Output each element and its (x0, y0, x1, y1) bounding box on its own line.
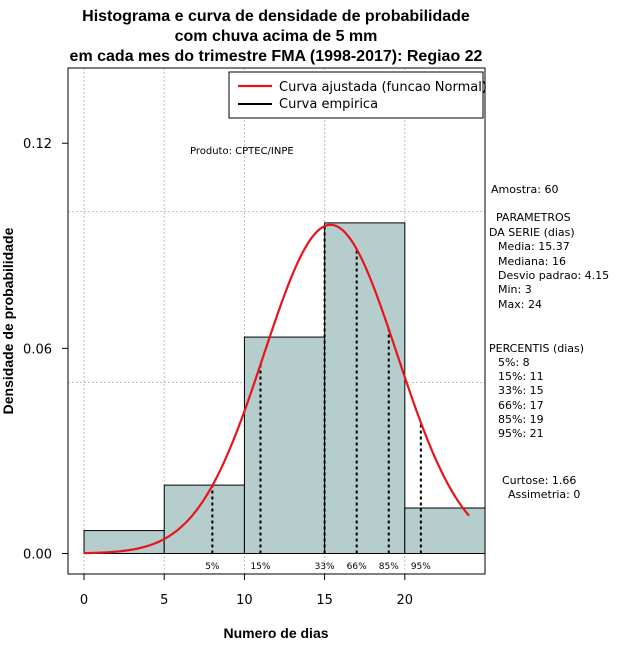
x-tick-label: 10 (236, 593, 253, 608)
percentile-label: 5% (205, 562, 220, 572)
legend: Curva ajustada (funcao Normal) Curva emp… (228, 71, 487, 119)
percentile-label: 66% (347, 562, 367, 572)
percentis-85: 85%: 19 (498, 413, 544, 426)
legend-label-normal: Curva ajustada (funcao Normal) (279, 80, 487, 95)
legend-label-empirical: Curva empirica (279, 97, 378, 112)
percentis-95: 95%: 21 (498, 427, 544, 440)
stat-min: Min: 3 (498, 283, 532, 296)
kurtosis: Curtose: 1.66 (502, 474, 576, 487)
stat-median: Mediana: 16 (498, 255, 566, 268)
sample-size: Amostra: 60 (491, 183, 558, 196)
y-axis-label: Densidade de probabilidade (0, 227, 16, 414)
x-tick-label: 0 (80, 593, 88, 608)
product-credit: Produto: CPTEC/INPE (190, 146, 294, 157)
percentis-title: PERCENTIS (dias) (489, 342, 584, 355)
percentis-15: 15%: 11 (498, 370, 544, 383)
chart-title-line-1: Histograma e curva de densidade de proba… (82, 8, 470, 25)
x-tick-label: 20 (397, 593, 414, 608)
histogram-bar (243, 336, 326, 554)
percentis-33: 33%: 15 (498, 384, 544, 397)
histogram-bar (324, 222, 406, 554)
percentile-markers: 5% 15% 33% 66% 85% 95% (205, 226, 431, 572)
percentis-5: 5%: 8 (498, 356, 530, 369)
statistics-panel: Amostra: 60 PARAMETROS DA SERIE (dias) M… (489, 183, 609, 501)
params-title-1: PARAMETROS (496, 211, 571, 224)
skewness: Assimetria: 0 (508, 488, 580, 501)
percentis-66: 66%: 17 (498, 399, 544, 412)
axes: 0 5 10 15 20 0.00 0.06 0.12 (23, 137, 413, 608)
legend-box (228, 71, 484, 119)
stat-mean: Media: 15.37 (498, 240, 570, 253)
histogram-bar (404, 507, 486, 554)
x-tick-label: 15 (316, 593, 333, 608)
stat-max: Max: 24 (498, 298, 542, 311)
stat-sd: Desvio padrao: 4.15 (498, 269, 609, 282)
chart-title-line-2: com chuva acima de 5 mm (175, 28, 378, 45)
histogram-bars (83, 222, 486, 554)
percentile-label: 95% (411, 562, 431, 572)
y-tick-label: 0.12 (23, 137, 52, 152)
percentile-label: 85% (379, 562, 399, 572)
y-tick-label: 0.06 (23, 342, 52, 357)
x-axis-label: Numero de dias (223, 625, 328, 641)
x-tick-label: 5 (160, 593, 168, 608)
plot-frame (67, 67, 486, 575)
percentile-label: 33% (315, 562, 335, 572)
histogram-bar (163, 484, 245, 554)
percentile-label: 15% (250, 562, 270, 572)
y-tick-label: 0.00 (23, 547, 52, 562)
params-title-2: DA SERIE (dias) (489, 226, 575, 239)
chart-title-line-3: em cada mes do trimestre FMA (1998-2017)… (70, 48, 483, 65)
normal-curve-line (84, 223, 470, 555)
